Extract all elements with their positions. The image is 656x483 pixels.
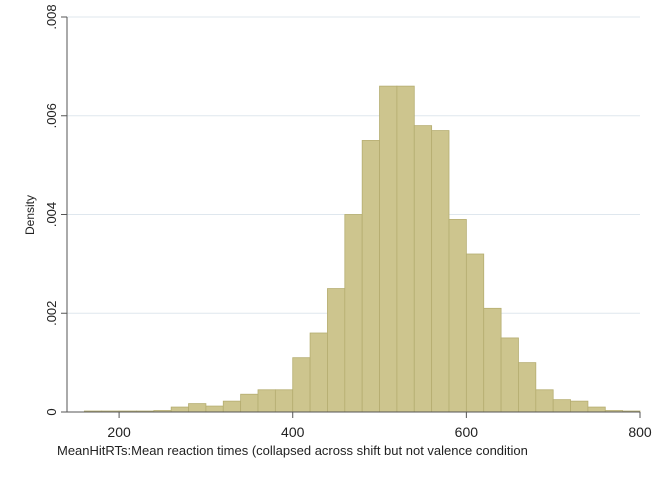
histogram-bar-440 [327,288,346,413]
histogram-bars [83,85,641,413]
histogram-bar-480 [361,140,380,413]
histogram-bar-520 [396,85,415,413]
histogram-bar-260 [170,406,189,413]
histogram-bar-360 [257,389,276,413]
histogram-bar-460 [344,214,363,413]
histogram-bar-660 [518,362,537,413]
x-tick-label-600: 600 [455,424,479,440]
y-tick-label-1: .002 [44,301,59,326]
ticks: 200 400 600 800 0 .002 .004 .006 .008 [44,4,652,440]
histogram-bar-680 [535,389,554,413]
histogram-bar-380 [274,389,294,413]
x-axis-title: MeanHitRTs:Mean reaction times (collapse… [57,443,528,458]
histogram-bar-400 [292,357,311,413]
histogram-bar-320 [222,400,242,413]
y-tick-label-2: .004 [44,202,59,227]
histogram-bar-580 [448,219,467,413]
histogram-bar-340 [240,393,259,413]
x-tick-label-400: 400 [281,424,305,440]
histogram-bar-700 [552,399,571,413]
histogram-bar-560 [431,130,450,413]
x-tick-label-800: 800 [628,424,652,440]
histogram-bar-640 [500,337,519,413]
histogram-bar-720 [570,400,589,413]
x-tick-label-200: 200 [107,424,131,440]
histogram-bar-600 [465,253,485,413]
histogram-bar-540 [413,125,433,413]
y-tick-label-4: .008 [44,4,59,29]
histogram-bar-280 [188,403,207,413]
y-tick-label-0: 0 [44,408,59,415]
histogram-bar-300 [205,405,224,413]
y-tick-label-3: .006 [44,103,59,128]
y-axis-title: Density [23,195,37,235]
histogram-bar-620 [483,307,502,413]
histogram-bar-740 [587,406,606,413]
histogram-bar-420 [309,332,328,413]
histogram-bar-500 [379,85,398,413]
